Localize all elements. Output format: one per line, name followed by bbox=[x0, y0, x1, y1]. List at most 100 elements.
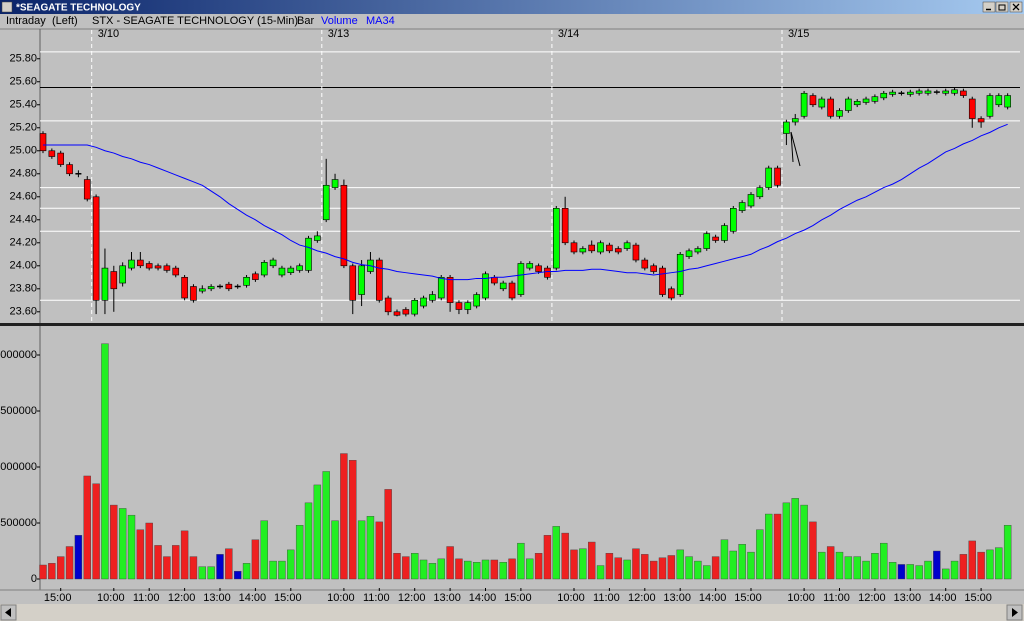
y-tick-label: 24.40 bbox=[9, 214, 37, 226]
panel-divider bbox=[0, 323, 1024, 326]
volume-bar bbox=[366, 516, 375, 580]
candle-body bbox=[473, 294, 480, 307]
volume-bar bbox=[570, 549, 578, 580]
candle-body bbox=[853, 101, 861, 106]
candle-body bbox=[561, 207, 569, 244]
volume-bar bbox=[596, 565, 605, 580]
scrollbar[interactable] bbox=[0, 604, 1024, 621]
volume-bar bbox=[145, 522, 153, 580]
volume-bar bbox=[207, 566, 215, 580]
x-tick-label: 11:00 bbox=[133, 592, 160, 604]
candle-body bbox=[92, 196, 100, 301]
window-icon[interactable] bbox=[1, 1, 13, 13]
candle-body bbox=[552, 207, 560, 269]
candle-body bbox=[544, 267, 551, 278]
candle-body bbox=[340, 184, 348, 267]
candle-body bbox=[154, 265, 162, 269]
volume-bar bbox=[694, 560, 702, 580]
candle-body bbox=[977, 118, 985, 123]
candle-body bbox=[738, 202, 746, 211]
candle-body bbox=[278, 267, 286, 276]
candle-body bbox=[499, 282, 507, 290]
candle-body bbox=[252, 273, 259, 280]
candle-body bbox=[712, 236, 719, 241]
candle-body bbox=[906, 91, 914, 95]
volume-bar bbox=[402, 556, 410, 580]
y-tick-label: 0 bbox=[31, 573, 37, 585]
volume-bar bbox=[676, 549, 684, 580]
volume-bar bbox=[880, 542, 888, 580]
x-tick-label: 10:00 bbox=[787, 592, 815, 604]
candle-body bbox=[632, 244, 640, 261]
candle-body bbox=[747, 194, 755, 207]
candle-body bbox=[659, 267, 666, 295]
volume-bar bbox=[180, 530, 189, 580]
candle-body bbox=[508, 282, 516, 299]
candle-body bbox=[818, 98, 826, 108]
candle-body bbox=[517, 263, 525, 295]
legend-bar: Bar bbox=[297, 15, 314, 27]
candle-body bbox=[836, 110, 843, 117]
candle-body bbox=[349, 265, 357, 301]
volume-bar bbox=[765, 513, 773, 580]
volume-bar bbox=[39, 564, 47, 580]
candle-body bbox=[375, 259, 383, 301]
candle-body bbox=[464, 302, 472, 310]
volume-bar bbox=[331, 520, 339, 580]
candle-body bbox=[437, 276, 445, 299]
y-tick-label: 23.60 bbox=[9, 306, 37, 318]
volume-bar bbox=[924, 560, 932, 580]
volume-bar bbox=[826, 546, 835, 580]
candle-body bbox=[101, 267, 109, 301]
volume-bar bbox=[862, 560, 870, 580]
candle-body bbox=[960, 90, 967, 96]
volume-bar bbox=[154, 545, 162, 580]
volume-bar bbox=[835, 551, 844, 580]
x-tick-label: 10:00 bbox=[97, 592, 125, 604]
volume-bar bbox=[720, 539, 729, 580]
volume-bar bbox=[729, 550, 737, 580]
candle-body bbox=[623, 242, 631, 249]
candle-body bbox=[446, 276, 454, 303]
volume-bar bbox=[800, 504, 808, 580]
y-tick-label: 1000000 bbox=[0, 461, 37, 473]
candle-body bbox=[429, 294, 436, 301]
x-tick-label: 12:00 bbox=[858, 592, 886, 604]
candle-body bbox=[915, 90, 923, 94]
x-tick-label: 14:00 bbox=[239, 592, 267, 604]
volume-bar bbox=[287, 549, 295, 580]
restore-button[interactable] bbox=[995, 1, 1009, 13]
y-tick-label: 2000000 bbox=[0, 349, 37, 361]
volume-bar bbox=[490, 559, 499, 580]
minimize-button[interactable] bbox=[982, 1, 996, 13]
volume-bar bbox=[711, 556, 720, 580]
candle-body bbox=[951, 89, 958, 94]
volume-bar bbox=[189, 556, 198, 580]
candle-body bbox=[384, 297, 392, 313]
candle-body bbox=[322, 184, 330, 221]
chart-title: STX - SEAGATE TECHNOLOGY (15-Min) bbox=[92, 15, 298, 27]
candle-body bbox=[225, 283, 233, 290]
volume-bar bbox=[110, 504, 118, 580]
x-tick-label: 15:00 bbox=[964, 592, 992, 604]
volume-bar bbox=[375, 521, 383, 580]
arrow-annotation bbox=[790, 131, 801, 167]
volume-bar bbox=[888, 562, 897, 580]
volume-bar bbox=[163, 556, 171, 580]
candle-body bbox=[862, 98, 870, 103]
volume-bar bbox=[738, 544, 746, 580]
volume-bar bbox=[1003, 525, 1012, 580]
x-tick-label: 15:00 bbox=[504, 592, 532, 604]
candle-body bbox=[411, 299, 419, 315]
volume-bar bbox=[304, 502, 313, 580]
volume-bar bbox=[411, 553, 419, 580]
candle-body bbox=[729, 207, 737, 232]
volume-bar bbox=[384, 489, 392, 580]
x-tick-label: 15:00 bbox=[734, 592, 762, 604]
volume-bar bbox=[844, 556, 853, 580]
x-tick-label: 10:00 bbox=[557, 592, 585, 604]
volume-bar bbox=[233, 570, 242, 580]
volume-bar bbox=[216, 554, 224, 580]
